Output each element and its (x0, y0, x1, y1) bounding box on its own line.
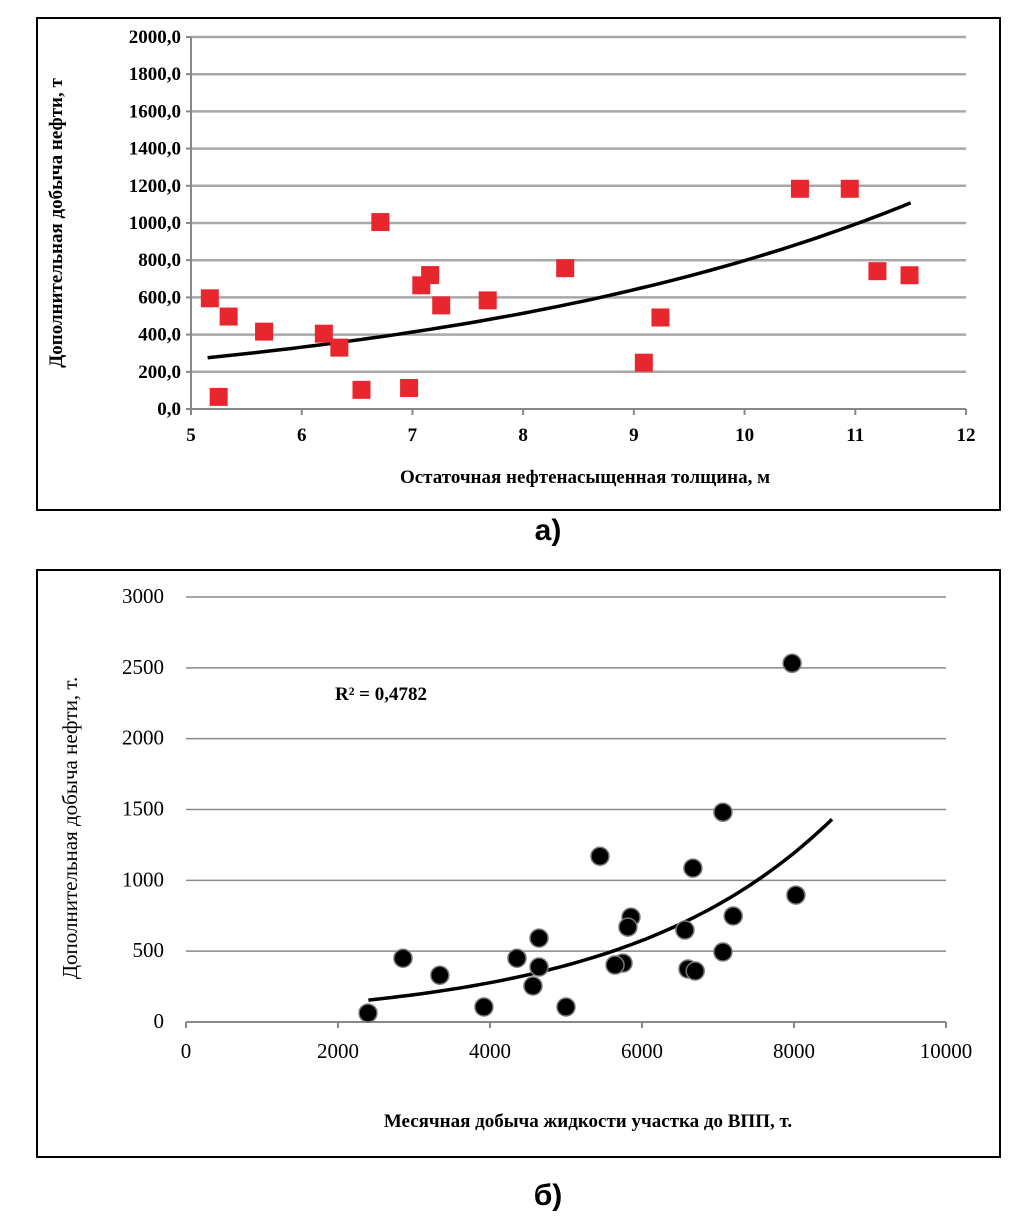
chart-b-ylabel: Дополнительная добыча нефти, т. (58, 677, 82, 980)
y-tick-label: 3000 (122, 584, 164, 608)
x-tick-label: 12 (957, 425, 976, 446)
data-point (255, 322, 274, 341)
chart-a-xlabel: Остаточная нефтенасыщенная толщина, м (400, 467, 770, 488)
y-tick-label: 0,0 (157, 399, 181, 420)
data-point (634, 353, 653, 372)
data-point (529, 928, 549, 948)
trendline (368, 817, 834, 1002)
chart-b-r2-annotation: R² = 0,4782 (335, 684, 427, 705)
data-point (556, 997, 576, 1017)
x-tick-label: 8000 (773, 1039, 815, 1063)
data-point (432, 296, 451, 315)
data-point (786, 885, 806, 905)
data-point (507, 948, 527, 968)
x-tick-label: 11 (846, 425, 864, 446)
y-tick-label: 400,0 (138, 325, 181, 346)
x-tick-label: 9 (629, 425, 639, 446)
y-tick-label: 2000,0 (129, 27, 181, 48)
data-point (371, 213, 390, 232)
data-point (900, 266, 919, 285)
y-tick-label: 200,0 (138, 362, 181, 383)
data-point (790, 179, 809, 198)
data-point (314, 324, 333, 343)
y-tick-label: 600,0 (138, 287, 181, 308)
y-tick-label: 2000 (122, 726, 164, 750)
data-point (782, 653, 802, 674)
x-tick-label: 6 (297, 425, 307, 446)
y-tick-label: 1000 (122, 867, 164, 891)
data-point (352, 380, 371, 399)
y-tick-label: 500 (133, 938, 165, 962)
y-tick-label: 800,0 (138, 250, 181, 271)
y-tick-label: 1200,0 (129, 176, 181, 197)
data-point (219, 307, 238, 326)
x-tick-label: 6000 (621, 1039, 663, 1063)
data-point (651, 308, 670, 327)
data-point (529, 957, 549, 977)
chart-a-ylabel: Дополнительная добыча нефти, т (46, 78, 67, 368)
x-tick-label: 0 (181, 1039, 192, 1063)
x-tick-label: 10 (735, 425, 754, 446)
data-point (478, 291, 497, 310)
data-point (400, 378, 419, 397)
data-point (556, 259, 575, 278)
data-point (713, 942, 733, 962)
y-tick-label: 2500 (122, 655, 164, 679)
data-point (618, 917, 638, 937)
chart-b-frame (36, 569, 1001, 1158)
y-tick-label: 1000,0 (129, 213, 181, 234)
data-point (683, 858, 703, 878)
data-point (685, 961, 705, 981)
data-point (358, 1003, 378, 1023)
data-point (713, 802, 733, 822)
x-tick-label: 2000 (317, 1039, 359, 1063)
trendline (207, 201, 912, 360)
x-tick-label: 8 (518, 425, 528, 446)
data-point (393, 948, 413, 968)
chart-b: 0 500 1000 1500 2000 2500 3000 0 2000 4000 6000 800… (36, 569, 1001, 1158)
y-tick-label: 0 (154, 1009, 165, 1033)
data-point (421, 266, 440, 285)
data-point (675, 920, 695, 940)
data-point (523, 976, 543, 996)
y-tick-label: 1800,0 (129, 64, 181, 85)
data-point (209, 387, 228, 406)
data-point (723, 906, 743, 926)
y-tick-label: 1600,0 (129, 101, 181, 122)
chart-a-panel-label: а) (535, 514, 562, 547)
y-tick-label: 1400,0 (129, 139, 181, 160)
x-tick-label: 10000 (920, 1039, 973, 1063)
data-point (474, 997, 494, 1017)
chart-a: 0,0 200,0 400,0 600,0 800,0 1000,0 1200,0 1400,… (36, 17, 1001, 511)
x-tick-label: 5 (186, 425, 196, 446)
data-point (868, 262, 887, 281)
data-point (840, 179, 859, 198)
data-point (330, 338, 349, 357)
data-point (200, 289, 219, 308)
chart-a-frame (36, 17, 1001, 511)
y-tick-label: 1500 (122, 797, 164, 821)
chart-b-xlabel: Месячная добыча жидкости участка до ВПП,… (384, 1111, 792, 1132)
data-point (605, 955, 625, 975)
data-point (430, 965, 450, 985)
chart-b-panel-label: б) (534, 1179, 563, 1212)
x-tick-label: 7 (408, 425, 418, 446)
x-tick-label: 4000 (469, 1039, 511, 1063)
data-point (590, 846, 610, 866)
